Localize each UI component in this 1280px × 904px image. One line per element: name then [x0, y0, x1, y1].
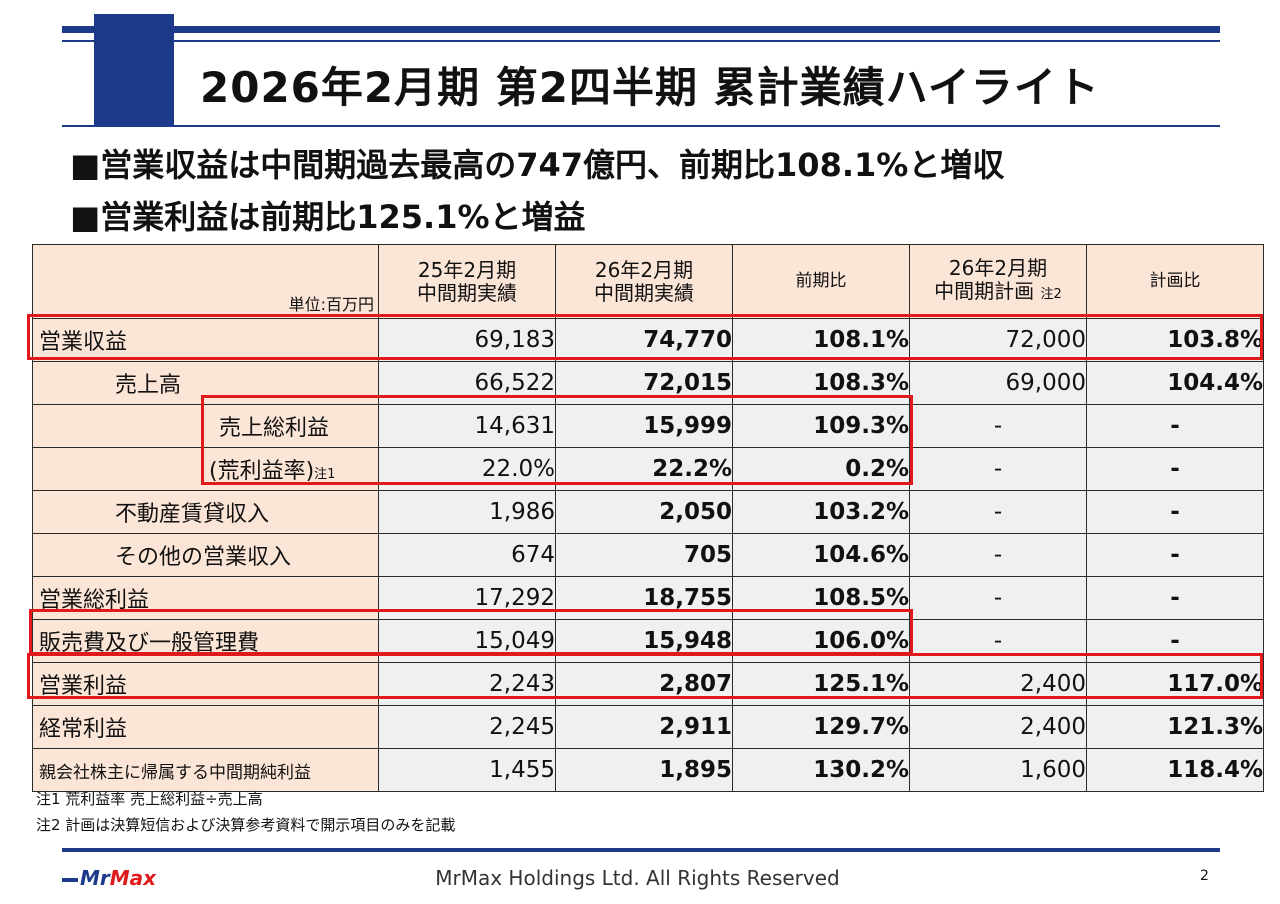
header-plan: 26年2月期 中間期計画 注2	[909, 244, 1087, 319]
highlight-bullet-revenue: ■営業収益は中間期過去最高の747億円、前期比108.1%と増収	[70, 146, 1005, 184]
cell-prev: 69,183	[378, 318, 556, 362]
cell-plan: 69,000	[909, 361, 1087, 405]
top-rule	[62, 26, 1220, 33]
row-label: その他の営業収入	[32, 533, 379, 577]
cell-curr: 705	[555, 533, 733, 577]
cell-plan: -	[909, 533, 1087, 577]
cell-yoy: 129.7%	[732, 705, 910, 749]
cell-vs-plan: 121.3%	[1086, 705, 1264, 749]
cell-vs-plan: -	[1086, 576, 1264, 620]
row-label: 不動産賃貸収入	[32, 490, 379, 534]
row-label: 経常利益	[32, 705, 379, 749]
copyright-footer: MrMax Holdings Ltd. All Rights Reserved	[435, 866, 840, 890]
mrmax-logo: MrMax	[62, 866, 156, 890]
table-row: 営業利益 2,243 2,807 125.1% 2,400 117.0%	[32, 662, 1264, 706]
cell-plan: 2,400	[909, 662, 1087, 706]
table-row: 営業総利益 17,292 18,755 108.5% - -	[32, 576, 1264, 620]
cell-yoy: 0.2%	[732, 447, 910, 491]
footnote-2: 注2 計画は決算短信および決算参考資料で開示項目のみを記載	[36, 816, 456, 834]
cell-vs-plan: -	[1086, 447, 1264, 491]
bottom-rule	[62, 848, 1220, 852]
table-row: 営業収益 69,183 74,770 108.1% 72,000 103.8%	[32, 318, 1264, 362]
highlight-bullet-profit: ■営業利益は前期比125.1%と増益	[70, 198, 586, 236]
cell-yoy: 103.2%	[732, 490, 910, 534]
top-rule-thin	[62, 40, 1220, 42]
table-row: 売上総利益 14,631 15,999 109.3% - -	[32, 404, 1264, 448]
cell-vs-plan: -	[1086, 404, 1264, 448]
cell-plan: 72,000	[909, 318, 1087, 362]
cell-vs-plan: 117.0%	[1086, 662, 1264, 706]
cell-prev: 1,986	[378, 490, 556, 534]
cell-prev: 2,245	[378, 705, 556, 749]
footnote-1: 注1 荒利益率 売上総利益÷売上高	[36, 790, 263, 808]
cell-vs-plan: -	[1086, 533, 1264, 577]
cell-curr: 1,895	[555, 748, 733, 792]
header-vs-plan: 計画比	[1086, 244, 1264, 319]
cell-prev: 674	[378, 533, 556, 577]
cell-prev: 14,631	[378, 404, 556, 448]
page-number: 2	[1200, 868, 1209, 884]
row-label: 親会社株主に帰属する中間期純利益	[32, 748, 379, 792]
cell-vs-plan: 103.8%	[1086, 318, 1264, 362]
table-row: その他の営業収入 674 705 104.6% - -	[32, 533, 1264, 577]
cell-curr: 18,755	[555, 576, 733, 620]
cell-yoy: 106.0%	[732, 619, 910, 663]
row-label: 売上総利益	[32, 404, 379, 448]
cell-yoy: 108.5%	[732, 576, 910, 620]
row-label: (荒利益率)注1	[32, 447, 379, 491]
table-row: 親会社株主に帰属する中間期純利益 1,455 1,895 130.2% 1,60…	[32, 748, 1264, 792]
cell-vs-plan: -	[1086, 619, 1264, 663]
cell-plan: -	[909, 619, 1087, 663]
cell-curr: 15,948	[555, 619, 733, 663]
cell-vs-plan: 118.4%	[1086, 748, 1264, 792]
header-prev-actual: 25年2月期 中間期実績	[378, 244, 556, 319]
cell-yoy: 125.1%	[732, 662, 910, 706]
row-label: 販売費及び一般管理費	[32, 619, 379, 663]
cell-prev: 1,455	[378, 748, 556, 792]
header-curr-actual: 26年2月期 中間期実績	[555, 244, 733, 319]
cell-yoy: 108.1%	[732, 318, 910, 362]
table-row: 販売費及び一般管理費 15,049 15,948 106.0% - -	[32, 619, 1264, 663]
header-yoy: 前期比	[732, 244, 910, 319]
cell-prev: 17,292	[378, 576, 556, 620]
row-label: 売上高	[32, 361, 379, 405]
cell-curr: 2,807	[555, 662, 733, 706]
cell-curr: 15,999	[555, 404, 733, 448]
cell-curr: 2,911	[555, 705, 733, 749]
page-title: 2026年2月期 第2四半期 累計業績ハイライト	[200, 63, 1100, 112]
financial-table: 単位:百万円 25年2月期 中間期実績 26年2月期 中間期実績 前期比 26年2月…	[32, 244, 1264, 792]
cell-prev: 15,049	[378, 619, 556, 663]
cell-prev: 22.0%	[378, 447, 556, 491]
cell-prev: 66,522	[378, 361, 556, 405]
cell-plan: 1,600	[909, 748, 1087, 792]
cell-curr: 74,770	[555, 318, 733, 362]
cell-vs-plan: -	[1086, 490, 1264, 534]
table-row: 売上高 66,522 72,015 108.3% 69,000 104.4%	[32, 361, 1264, 405]
cell-plan: -	[909, 576, 1087, 620]
cell-prev: 2,243	[378, 662, 556, 706]
title-underline	[62, 125, 1220, 127]
cell-curr: 22.2%	[555, 447, 733, 491]
table-header-row: 単位:百万円 25年2月期 中間期実績 26年2月期 中間期実績 前期比 26年2月…	[32, 244, 1264, 319]
table-row: (荒利益率)注1 22.0% 22.2% 0.2% - -	[32, 447, 1264, 491]
cell-yoy: 109.3%	[732, 404, 910, 448]
table-row: 不動産賃貸収入 1,986 2,050 103.2% - -	[32, 490, 1264, 534]
table-row: 経常利益 2,245 2,911 129.7% 2,400 121.3%	[32, 705, 1264, 749]
cell-plan: 2,400	[909, 705, 1087, 749]
row-label: 営業収益	[32, 318, 379, 362]
cell-plan: -	[909, 490, 1087, 534]
row-label: 営業利益	[32, 662, 379, 706]
cell-vs-plan: 104.4%	[1086, 361, 1264, 405]
cell-curr: 2,050	[555, 490, 733, 534]
cell-curr: 72,015	[555, 361, 733, 405]
cell-yoy: 108.3%	[732, 361, 910, 405]
unit-label: 単位:百万円	[32, 244, 379, 319]
cell-plan: -	[909, 447, 1087, 491]
cell-yoy: 130.2%	[732, 748, 910, 792]
cell-plan: -	[909, 404, 1087, 448]
cell-yoy: 104.6%	[732, 533, 910, 577]
row-label: 営業総利益	[32, 576, 379, 620]
